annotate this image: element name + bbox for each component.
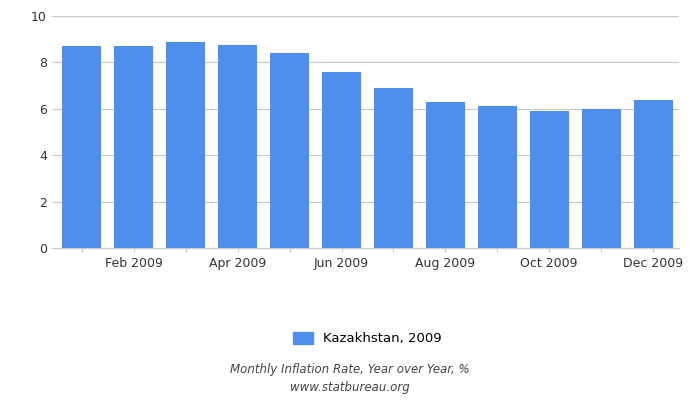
Bar	[114, 46, 153, 248]
Bar	[218, 45, 257, 248]
Bar	[530, 111, 568, 248]
Bar	[167, 42, 205, 248]
Text: Monthly Inflation Rate, Year over Year, %: Monthly Inflation Rate, Year over Year, …	[230, 364, 470, 376]
Bar	[62, 46, 102, 248]
Bar	[322, 72, 361, 248]
Bar	[582, 109, 621, 248]
Bar	[270, 53, 309, 248]
Text: www.statbureau.org: www.statbureau.org	[290, 382, 410, 394]
Bar	[478, 106, 517, 248]
Bar	[634, 100, 673, 248]
Legend: Kazakhstan, 2009: Kazakhstan, 2009	[288, 326, 447, 350]
Bar	[374, 88, 413, 248]
Bar	[426, 102, 465, 248]
